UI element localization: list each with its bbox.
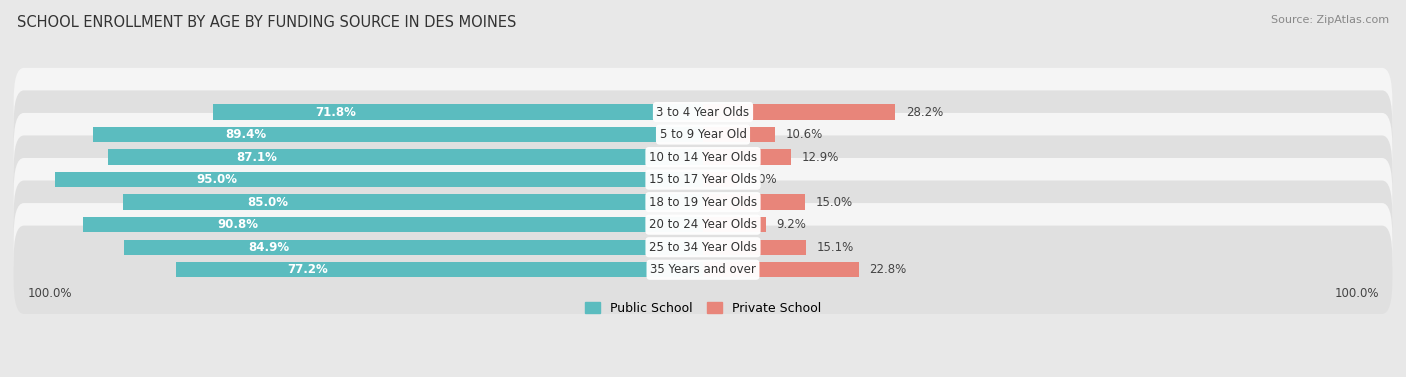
- Text: SCHOOL ENROLLMENT BY AGE BY FUNDING SOURCE IN DES MOINES: SCHOOL ENROLLMENT BY AGE BY FUNDING SOUR…: [17, 15, 516, 30]
- Text: 18 to 19 Year Olds: 18 to 19 Year Olds: [650, 196, 756, 208]
- Bar: [124, 239, 703, 255]
- Text: 28.2%: 28.2%: [905, 106, 943, 118]
- Bar: [122, 195, 703, 210]
- Text: 5 to 9 Year Old: 5 to 9 Year Old: [659, 128, 747, 141]
- FancyBboxPatch shape: [14, 225, 1392, 314]
- Bar: [703, 217, 766, 232]
- Text: 20 to 24 Year Olds: 20 to 24 Year Olds: [650, 218, 756, 231]
- Text: 25 to 34 Year Olds: 25 to 34 Year Olds: [650, 241, 756, 254]
- Text: 95.0%: 95.0%: [197, 173, 238, 186]
- Bar: [703, 195, 806, 210]
- Bar: [176, 262, 703, 277]
- Bar: [83, 217, 703, 232]
- FancyBboxPatch shape: [14, 113, 1392, 201]
- Bar: [703, 172, 737, 187]
- Text: 77.2%: 77.2%: [287, 263, 328, 276]
- Text: 85.0%: 85.0%: [247, 196, 288, 208]
- Text: 84.9%: 84.9%: [247, 241, 290, 254]
- Bar: [703, 262, 859, 277]
- Text: 90.8%: 90.8%: [218, 218, 259, 231]
- FancyBboxPatch shape: [14, 203, 1392, 291]
- Bar: [703, 127, 775, 142]
- Text: 71.8%: 71.8%: [315, 106, 356, 118]
- FancyBboxPatch shape: [14, 158, 1392, 246]
- Text: 87.1%: 87.1%: [236, 150, 277, 164]
- Text: 3 to 4 Year Olds: 3 to 4 Year Olds: [657, 106, 749, 118]
- Text: 35 Years and over: 35 Years and over: [650, 263, 756, 276]
- Bar: [703, 149, 792, 165]
- FancyBboxPatch shape: [14, 68, 1392, 156]
- Bar: [93, 127, 703, 142]
- FancyBboxPatch shape: [14, 90, 1392, 179]
- Text: 15.1%: 15.1%: [817, 241, 853, 254]
- Text: 22.8%: 22.8%: [869, 263, 905, 276]
- Text: 9.2%: 9.2%: [776, 218, 806, 231]
- Text: 10.6%: 10.6%: [786, 128, 823, 141]
- Text: 89.4%: 89.4%: [225, 128, 266, 141]
- Text: Source: ZipAtlas.com: Source: ZipAtlas.com: [1271, 15, 1389, 25]
- Text: 100.0%: 100.0%: [1334, 287, 1379, 300]
- Legend: Public School, Private School: Public School, Private School: [578, 296, 828, 321]
- Text: 10 to 14 Year Olds: 10 to 14 Year Olds: [650, 150, 756, 164]
- Bar: [703, 239, 806, 255]
- FancyBboxPatch shape: [14, 181, 1392, 269]
- Bar: [212, 104, 703, 120]
- FancyBboxPatch shape: [14, 135, 1392, 224]
- Bar: [55, 172, 703, 187]
- Bar: [108, 149, 703, 165]
- Text: 15 to 17 Year Olds: 15 to 17 Year Olds: [650, 173, 756, 186]
- Text: 100.0%: 100.0%: [27, 287, 72, 300]
- Bar: [703, 104, 896, 120]
- Text: 15.0%: 15.0%: [815, 196, 853, 208]
- Text: 5.0%: 5.0%: [748, 173, 778, 186]
- Text: 12.9%: 12.9%: [801, 150, 838, 164]
